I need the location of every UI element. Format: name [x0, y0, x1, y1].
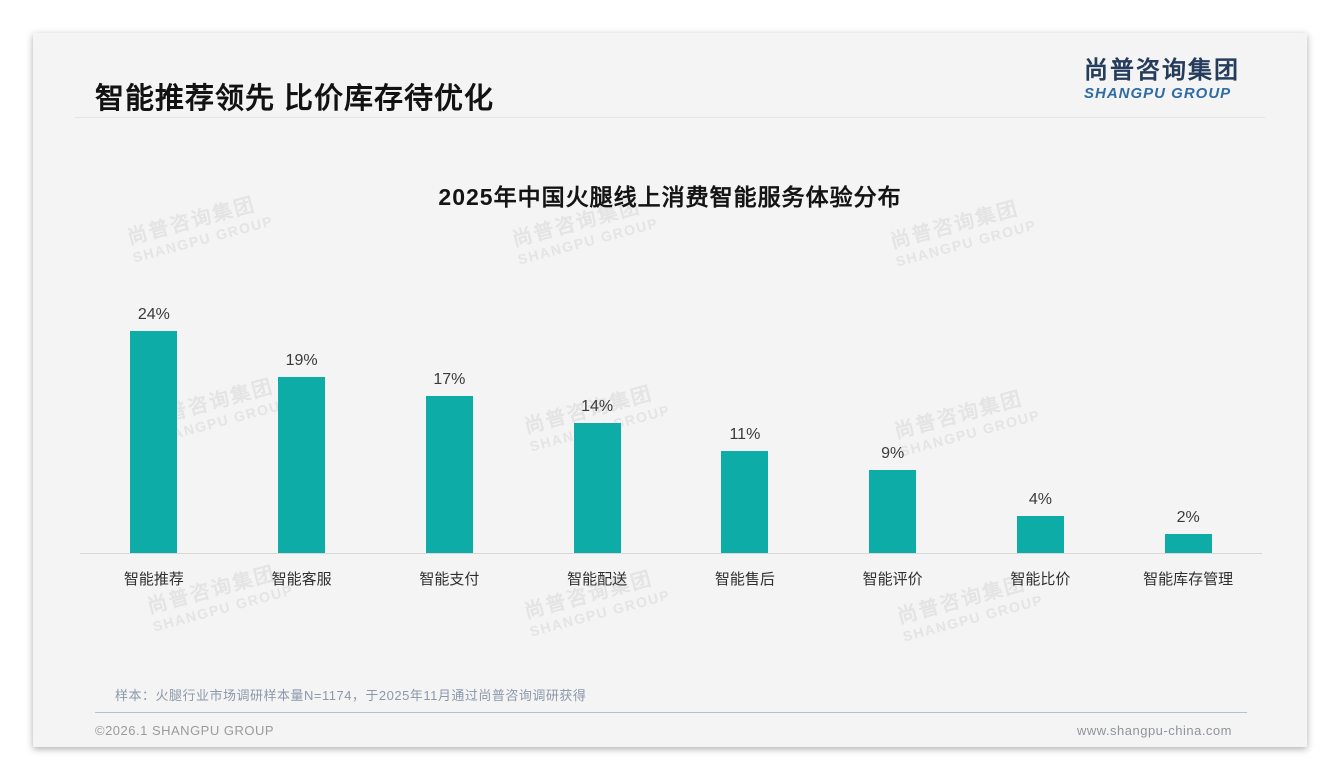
bar — [130, 331, 178, 553]
bar — [721, 451, 769, 553]
category-label: 智能评价 — [862, 571, 923, 588]
bar — [573, 423, 621, 553]
bar-value-label: 2% — [1176, 509, 1200, 526]
sample-source-note: 样本：火腿行业市场调研样本量N=1174，于2025年11月通过尚普咨询调研获得 — [115, 688, 587, 703]
bar — [1016, 516, 1064, 553]
copyright-text: ©2026.1 SHANGPU GROUP — [95, 723, 275, 738]
bar-column: 19% — [228, 352, 376, 553]
bar-value-label: 14% — [581, 398, 614, 415]
bar-column: 11% — [671, 426, 819, 553]
bar-value-label: 24% — [137, 306, 170, 323]
chart-plot-area: 24% 19% 17% 14% 11% 9% 4% 2% — [80, 300, 1262, 554]
x-axis-labels: 智能推荐 智能客服 智能支付 智能配送 智能售后 智能评价 智能比价 智能库存管理 — [80, 554, 1262, 589]
page-title: 智能推荐领先 比价库存待优化 — [95, 83, 495, 115]
category-label: 智能客服 — [271, 571, 332, 588]
bar-column: 4% — [967, 491, 1115, 553]
bar-column: 24% — [80, 306, 228, 553]
category-label: 智能库存管理 — [1143, 571, 1234, 588]
category-label: 智能推荐 — [123, 571, 184, 588]
bar — [278, 377, 326, 553]
bar-column: 9% — [819, 445, 967, 553]
footer-divider — [95, 712, 1247, 713]
bar-chart: 24% 19% 17% 14% 11% 9% 4% 2% 智能推荐 智能客服 智能支付 智能配送 智能… — [80, 300, 1262, 589]
bar-value-label: 9% — [881, 445, 905, 462]
bar-column: 17% — [376, 371, 524, 553]
category-label: 智能售后 — [714, 571, 775, 588]
bar-column: 14% — [523, 398, 671, 553]
slide-card: 尚普咨询集团 SHANGPU GROUP 尚普咨询集团 SHANGPU GROUP 尚普… — [33, 33, 1307, 747]
header-divider — [75, 117, 1265, 118]
bar-value-label: 17% — [433, 371, 466, 388]
bar — [425, 396, 473, 553]
website-url: www.shangpu-china.com — [1076, 723, 1232, 738]
category-label: 智能配送 — [567, 571, 628, 588]
bar-value-label: 4% — [1028, 491, 1052, 508]
bar-column: 2% — [1114, 509, 1262, 553]
bar — [1164, 534, 1212, 553]
category-label: 智能支付 — [419, 571, 480, 588]
bar-value-label: 19% — [285, 352, 318, 369]
chart-title: 2025年中国火腿线上消费智能服务体验分布 — [438, 184, 902, 210]
logo-english-text: SHANGPU GROUP — [1084, 85, 1232, 102]
bar-value-label: 11% — [729, 426, 761, 443]
category-label: 智能比价 — [1010, 571, 1071, 588]
logo-chinese-text: 尚普咨询集团 — [1084, 57, 1240, 84]
company-logo: 尚普咨询集团 SHANGPU GROUP — [1084, 57, 1240, 103]
bar — [869, 470, 917, 553]
